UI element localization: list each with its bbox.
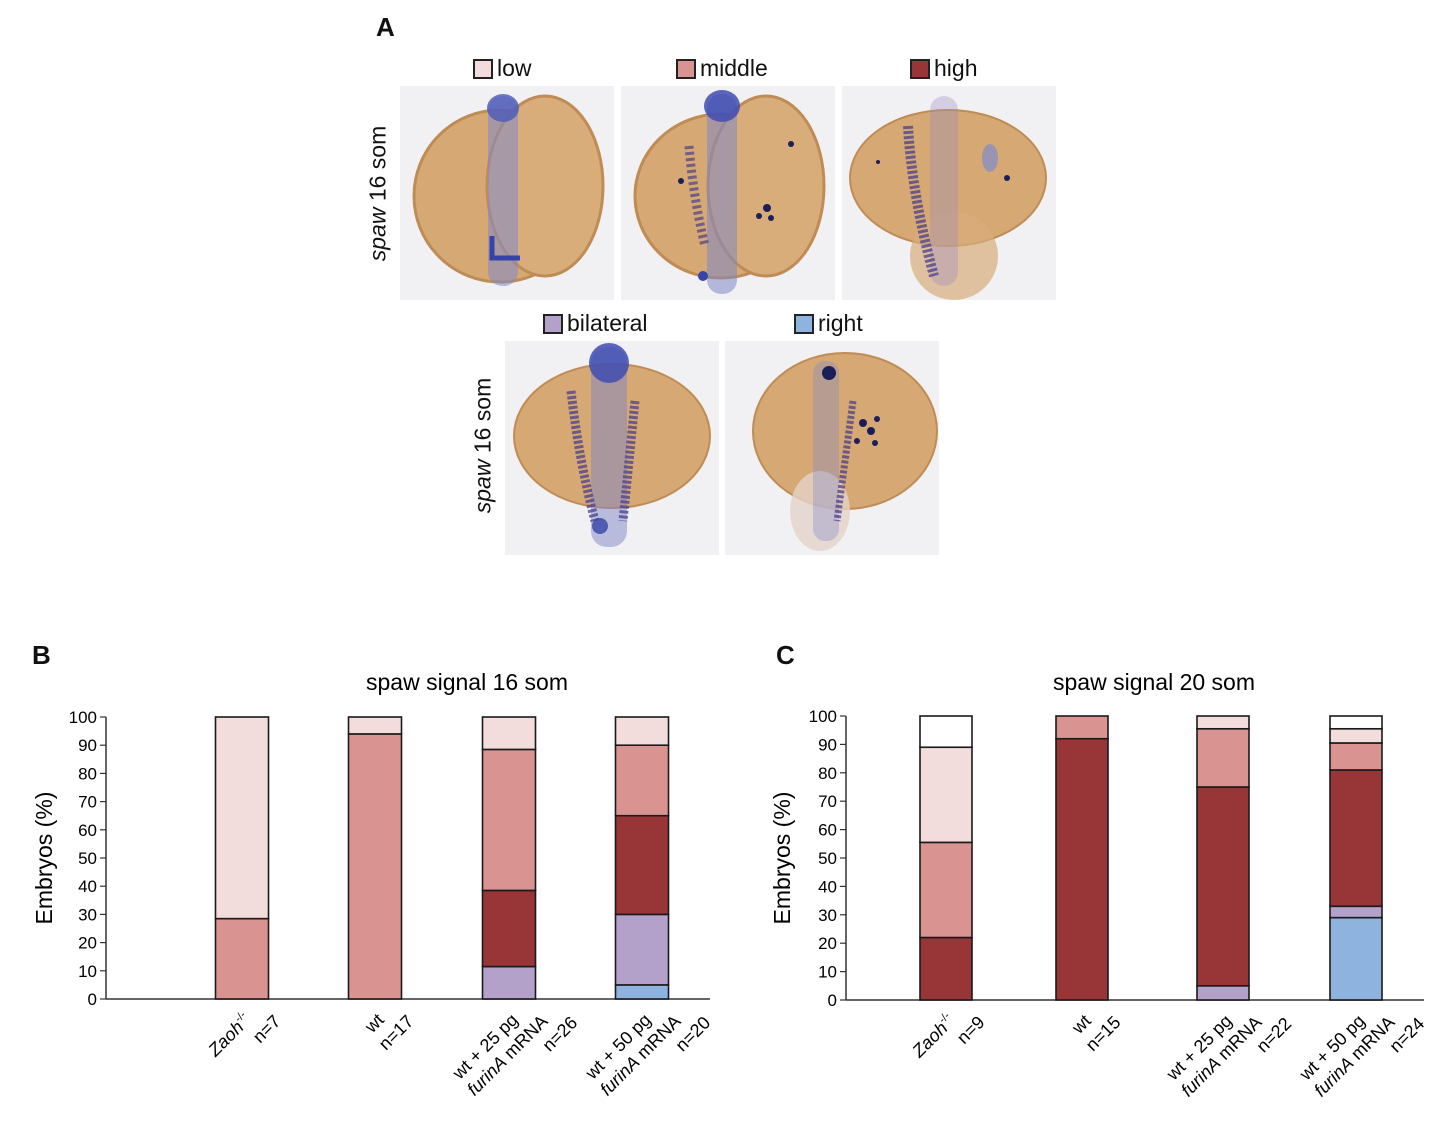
chart-b-ytick-label-60: 60 bbox=[78, 821, 97, 840]
chart-b-ylabel: Embryos (%) bbox=[31, 792, 57, 925]
chart-c-bar-3-bilateral bbox=[1329, 905, 1383, 919]
panel-c-letter: C bbox=[776, 640, 795, 670]
chart-c-bar-3-middle bbox=[1329, 742, 1383, 771]
chart-c-bar-3-high bbox=[1329, 769, 1383, 908]
chart-c-bar-0-middle bbox=[919, 841, 973, 939]
chart-c-title: spaw signal 20 som bbox=[1053, 669, 1255, 695]
embryo-photo-high bbox=[842, 86, 1056, 300]
chart-c-bar-2-middle bbox=[1196, 727, 1250, 788]
chart-b-title: spaw signal 16 som bbox=[366, 669, 568, 695]
chart-b-bar-2-high bbox=[481, 889, 537, 968]
chart-c-bar-1-high bbox=[1055, 737, 1109, 1001]
embryo-photo-right bbox=[725, 341, 939, 555]
chart-c-ytick-label-40: 40 bbox=[818, 877, 837, 896]
chart-b-bar-3-middle bbox=[614, 744, 670, 817]
chart-b-bar-2-low bbox=[481, 716, 537, 751]
row-label-top-gene: spaw bbox=[364, 207, 391, 262]
row-label-top: spaw 16 som bbox=[365, 109, 392, 279]
chart-b-ytick-label-50: 50 bbox=[78, 849, 97, 868]
row-label-bottom: spaw 16 som bbox=[470, 361, 497, 531]
chart-b-ytick-label-90: 90 bbox=[78, 736, 97, 755]
chart-c-ytick-label-0: 0 bbox=[828, 991, 837, 1010]
chart-c-bar-3-none bbox=[1329, 715, 1383, 730]
chart-c-bar-1-middle bbox=[1055, 715, 1109, 740]
chart-b-bar-1-low bbox=[347, 716, 403, 735]
chart-c-bar-2-low bbox=[1196, 715, 1250, 730]
chart-c-bar-3-low bbox=[1329, 727, 1383, 744]
legend-label-high: high bbox=[934, 55, 978, 81]
chart-b-bar-2-middle bbox=[481, 748, 537, 892]
legend-swatch-bilateral bbox=[543, 313, 563, 334]
legend-item-right: right bbox=[794, 310, 863, 337]
chart-c-bar-2-high bbox=[1196, 786, 1250, 987]
chart-b-ytick-label-20: 20 bbox=[78, 934, 97, 953]
legend-swatch-right bbox=[794, 313, 814, 334]
chart-b-bar-3-right bbox=[614, 984, 670, 1000]
chart-c-ytick-label-100: 100 bbox=[809, 707, 837, 726]
chart-c-ytick-label-50: 50 bbox=[818, 849, 837, 868]
chart-b-bar-0-middle bbox=[214, 917, 270, 1000]
chart-c-xlabel-1: wtn=15 bbox=[1067, 1011, 1124, 1055]
chart-b-xlabel-1: wtn=17 bbox=[360, 1010, 417, 1054]
legend-label-low: low bbox=[497, 55, 532, 81]
chart-b: spaw signal 16 som Embryos (%) 0 10 20 30 40 50… bbox=[31, 669, 714, 1100]
legend-swatch-middle bbox=[676, 58, 696, 79]
chart-b-xlabel-0-line-1: n=7 bbox=[249, 1011, 285, 1047]
chart-b-bar-2-bilateral bbox=[481, 965, 537, 1000]
chart-c-ylabel: Embryos (%) bbox=[769, 792, 795, 925]
legend-item-middle: middle bbox=[676, 55, 768, 82]
chart-b-bar-3-low bbox=[614, 716, 670, 747]
row-label-bottom-gene: spaw bbox=[469, 459, 496, 514]
chart-b-xlabel-0-line-0: Zaoh-/- bbox=[203, 1009, 255, 1061]
chart-c-bar-3-right bbox=[1329, 916, 1383, 1001]
chart-b-xlabel-0: Zaoh-/- n=7 bbox=[203, 1009, 285, 1061]
chart-b-ytick-label-40: 40 bbox=[78, 877, 97, 896]
chart-c-ytick-label-30: 30 bbox=[818, 906, 837, 925]
chart-b-bar-3-bilateral bbox=[614, 913, 670, 986]
chart-c-ytick-label-20: 20 bbox=[818, 934, 837, 953]
embryo-photo-middle bbox=[621, 86, 835, 300]
chart-c-xlabel-0-line-1: n=9 bbox=[953, 1012, 989, 1048]
chart-c-ytick-label-90: 90 bbox=[818, 735, 837, 754]
embryo-photo-low bbox=[400, 86, 614, 300]
chart-b-bar-1-middle bbox=[347, 733, 403, 1000]
chart-c-xlabel-0-line-0: Zaoh-/- bbox=[907, 1010, 959, 1062]
chart-b-ytick-label-10: 10 bbox=[78, 962, 97, 981]
chart-c-bar-2-bilateral bbox=[1196, 984, 1250, 1001]
chart-c-bar-0-low bbox=[919, 746, 973, 844]
legend-item-high: high bbox=[910, 55, 977, 82]
legend-swatch-high bbox=[910, 58, 930, 79]
legend-label-right: right bbox=[818, 310, 863, 336]
row-label-top-stage: 16 som bbox=[364, 125, 391, 208]
chart-b-ytick-label-30: 30 bbox=[78, 905, 97, 924]
chart-c-bar-0-none bbox=[919, 715, 973, 749]
chart-c-bar-0-high bbox=[919, 936, 973, 1001]
chart-b-ytick-label-0: 0 bbox=[88, 990, 97, 1009]
chart-c-xlabel-0: Zaoh-/- n=9 bbox=[907, 1010, 989, 1062]
row-label-bottom-stage: 16 som bbox=[469, 377, 496, 460]
chart-c-ytick-label-10: 10 bbox=[818, 963, 837, 982]
chart-b-bar-0-low bbox=[214, 716, 270, 920]
chart-c-ytick-label-80: 80 bbox=[818, 764, 837, 783]
legend-label-bilateral: bilateral bbox=[567, 310, 648, 336]
chart-c-ytick-label-70: 70 bbox=[818, 792, 837, 811]
legend-item-low: low bbox=[473, 55, 532, 82]
chart-c: spaw signal 20 som Embryos (%) 0 10 20 30 40 50… bbox=[769, 669, 1428, 1101]
embryo-photo-bilateral bbox=[505, 341, 719, 555]
chart-b-ytick-label-70: 70 bbox=[78, 793, 97, 812]
chart-c-ytick-label-60: 60 bbox=[818, 821, 837, 840]
legend-item-bilateral: bilateral bbox=[543, 310, 648, 337]
legend-swatch-low bbox=[473, 58, 493, 79]
chart-b-ytick-label-80: 80 bbox=[78, 764, 97, 783]
legend-label-middle: middle bbox=[700, 55, 768, 81]
panel-a-letter: A bbox=[376, 12, 395, 42]
panel-b-letter: B bbox=[32, 640, 51, 670]
chart-b-ytick-label-100: 100 bbox=[69, 708, 97, 727]
chart-b-bar-3-high bbox=[614, 814, 670, 916]
